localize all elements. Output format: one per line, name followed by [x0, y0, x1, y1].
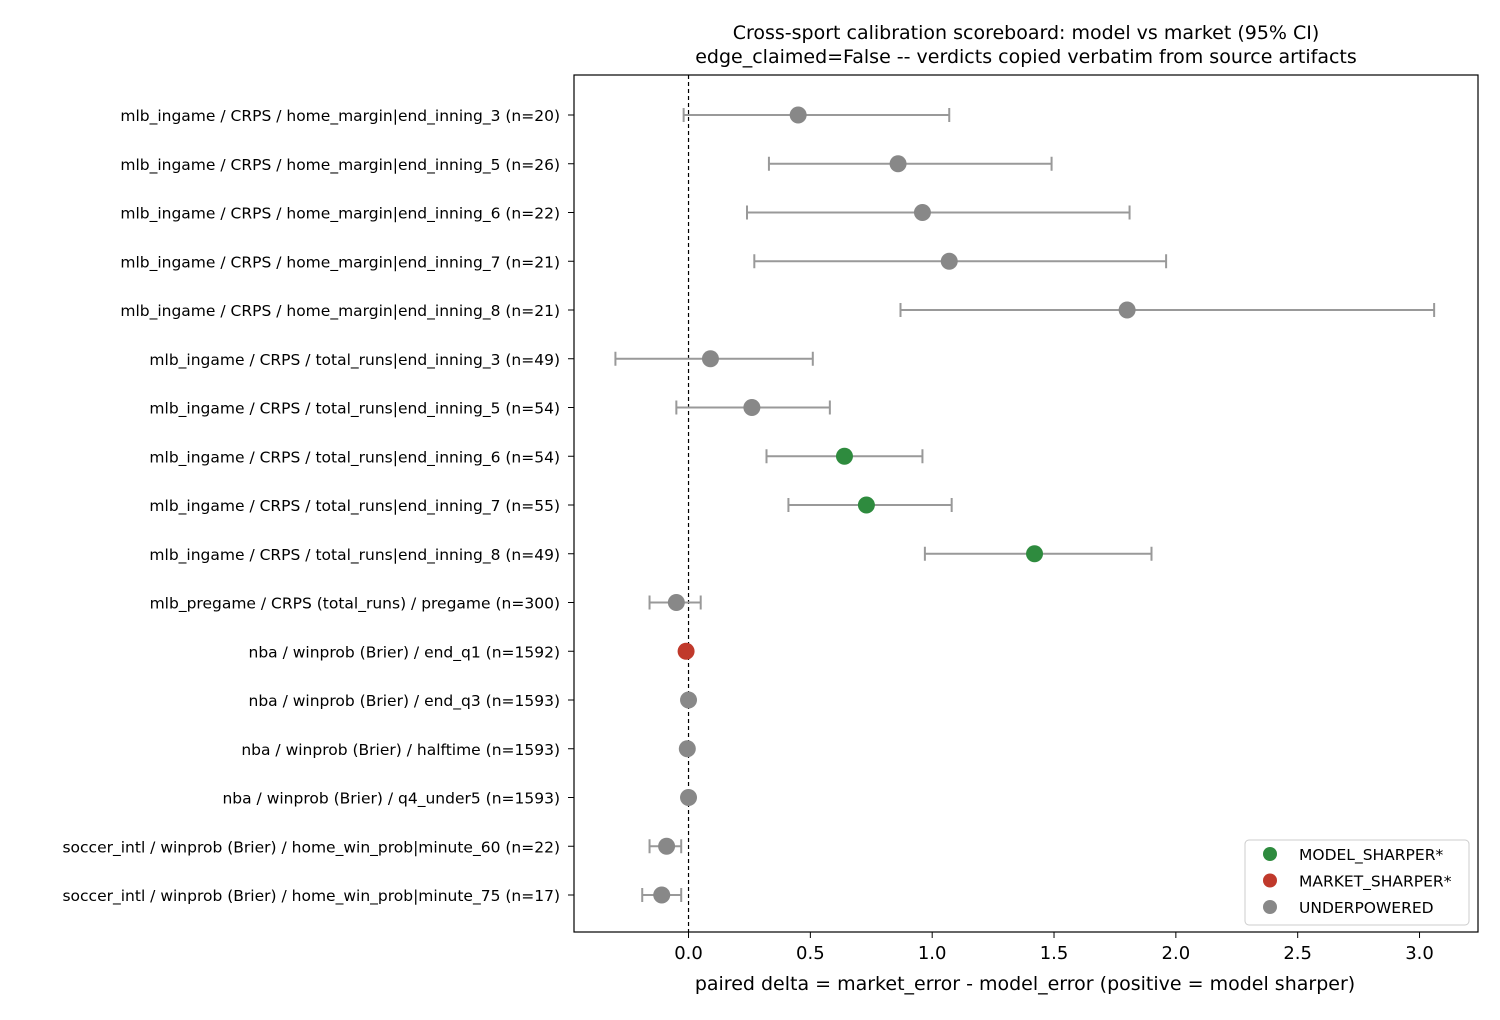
x-tick-label: 2.0 [1162, 943, 1191, 964]
legend: MODEL_SHARPER* MARKET_SHARPER* UNDERPOWERE… [1244, 839, 1470, 926]
data-point [1026, 545, 1044, 563]
data-point [835, 447, 853, 465]
y-tick-label: nba / winprob (Brier) / halftime (n=1593… [241, 741, 560, 759]
y-tick-label: nba / winprob (Brier) / end_q3 (n=1593) [249, 692, 560, 711]
legend-marker [1263, 900, 1277, 914]
legend-label: MODEL_SHARPER* [1299, 846, 1443, 865]
data-point [658, 837, 676, 855]
x-tick-label: 3.0 [1405, 943, 1434, 964]
chart-subtitle: edge_claimed=False -- verdicts copied ve… [695, 46, 1357, 68]
x-tick-label: 0.5 [796, 943, 825, 964]
x-tick-label: 0.0 [674, 943, 703, 964]
y-tick-label: mlb_pregame / CRPS (total_runs) / pregam… [150, 595, 560, 614]
data-point [857, 496, 875, 514]
y-tick-label: nba / winprob (Brier) / end_q1 (n=1592) [249, 643, 560, 662]
data-point [680, 789, 698, 806]
data-point [680, 691, 698, 709]
data-point [701, 350, 719, 368]
x-tick-label: 2.5 [1283, 943, 1312, 964]
y-tick-label: soccer_intl / winprob (Brier) / home_win… [62, 887, 560, 906]
y-tick-label: soccer_intl / winprob (Brier) / home_win… [62, 838, 560, 857]
y-tick-label: mlb_ingame / CRPS / home_margin|end_inni… [120, 107, 560, 126]
y-tick-label: nba / winprob (Brier) / q4_under5 (n=159… [222, 790, 560, 809]
y-tick-label: mlb_ingame / CRPS / total_runs|end_innin… [149, 497, 560, 516]
y-tick-label: mlb_ingame / CRPS / home_margin|end_inni… [120, 205, 560, 224]
data-point [940, 252, 958, 270]
legend-marker [1263, 847, 1277, 861]
data-point [1118, 301, 1136, 319]
y-tick-label: mlb_ingame / CRPS / total_runs|end_innin… [149, 400, 560, 419]
x-axis-label: paired delta = market_error - model_erro… [695, 973, 1355, 995]
data-point [889, 155, 907, 173]
legend-label: MARKET_SHARPER* [1299, 873, 1452, 892]
data-point [678, 740, 696, 758]
data-point [677, 642, 695, 660]
legend-marker [1263, 873, 1277, 888]
y-tick-label: mlb_ingame / CRPS / total_runs|end_innin… [149, 546, 560, 565]
plot-area: 0.0 0.5 1.0 1.5 2.0 2.5 3.0 mlb_ingame / CRPS /… [62, 75, 1436, 964]
chart-title: Cross-sport calibration scoreboard: mode… [733, 22, 1320, 44]
data-point [743, 399, 761, 416]
y-tick-label: mlb_ingame / CRPS / home_margin|end_inni… [120, 253, 560, 272]
x-tick-label: 1.0 [918, 943, 947, 964]
y-tick-label: mlb_ingame / CRPS / home_margin|end_inni… [120, 302, 560, 321]
x-tick-label: 1.5 [1040, 943, 1069, 964]
legend-label: UNDERPOWERED [1299, 899, 1434, 917]
data-point [653, 886, 671, 904]
plot-frame [573, 74, 1479, 933]
data-point [789, 106, 807, 124]
y-tick-label: mlb_ingame / CRPS / total_runs|end_innin… [149, 351, 560, 370]
y-tick-label: mlb_ingame / CRPS / total_runs|end_innin… [149, 448, 560, 467]
y-tick-label: mlb_ingame / CRPS / home_margin|end_inni… [120, 156, 560, 175]
legend-frame [1244, 839, 1470, 926]
data-point [913, 204, 931, 221]
data-point [667, 594, 685, 611]
